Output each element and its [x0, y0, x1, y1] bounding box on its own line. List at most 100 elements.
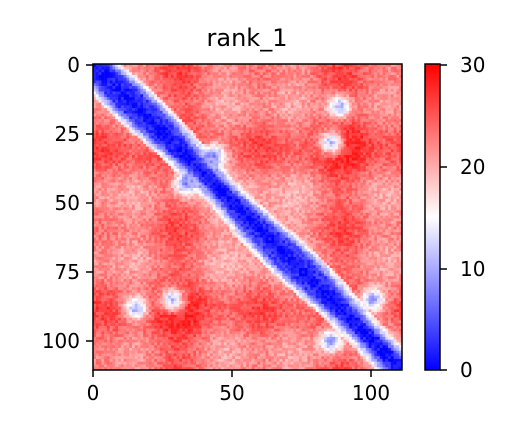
heatmap-cell: [168, 163, 172, 167]
heatmap-cell: [321, 179, 325, 183]
heatmap-cell: [393, 105, 397, 109]
heatmap-cell: [257, 105, 261, 109]
heatmap-cell: [221, 185, 225, 189]
heatmap-cell: [371, 160, 375, 164]
heatmap-cell: [251, 141, 255, 145]
heatmap-cell: [98, 138, 102, 142]
heatmap-cell: [326, 135, 330, 139]
heatmap-cell: [182, 179, 186, 183]
heatmap-cell: [318, 97, 322, 101]
heatmap-cell: [312, 182, 316, 186]
heatmap-cell: [123, 121, 127, 125]
heatmap-cell: [321, 72, 325, 76]
heatmap-cell: [287, 160, 291, 164]
heatmap-cell: [379, 171, 383, 175]
heatmap-cell: [148, 141, 152, 145]
heatmap-cell: [226, 64, 230, 68]
heatmap-cell: [399, 121, 403, 125]
heatmap-cell: [299, 110, 303, 114]
heatmap-cell: [232, 157, 236, 161]
heatmap-cell: [268, 160, 272, 164]
heatmap-cell: [179, 127, 183, 131]
heatmap-cell: [226, 105, 230, 109]
heatmap-cell: [360, 163, 364, 167]
heatmap-cell: [137, 168, 141, 172]
heatmap-cell: [93, 64, 97, 68]
heatmap-cell: [95, 185, 99, 189]
heatmap-cell: [140, 171, 144, 175]
heatmap-cell: [343, 113, 347, 117]
heatmap-cell: [145, 179, 149, 183]
heatmap-cell: [143, 116, 147, 120]
heatmap-cell: [287, 77, 291, 81]
heatmap-cell: [234, 75, 238, 79]
heatmap-cell: [285, 127, 289, 131]
heatmap-cell: [187, 119, 191, 123]
heatmap-cell: [296, 182, 300, 186]
heatmap-cell: [290, 91, 294, 95]
heatmap-cell: [204, 146, 208, 150]
heatmap-cell: [234, 91, 238, 95]
heatmap-cell: [273, 179, 277, 183]
heatmap-cell: [296, 135, 300, 139]
heatmap-cell: [360, 75, 364, 79]
heatmap-cell: [399, 113, 403, 117]
heatmap-cell: [276, 124, 280, 128]
heatmap-cell: [376, 171, 380, 175]
heatmap-cell: [346, 110, 350, 114]
heatmap-cell: [265, 171, 269, 175]
heatmap-cell: [193, 105, 197, 109]
heatmap-cell: [382, 108, 386, 112]
heatmap-cell: [324, 86, 328, 90]
heatmap-cell: [126, 119, 130, 123]
heatmap-cell: [376, 110, 380, 114]
heatmap-cell: [340, 163, 344, 167]
heatmap-cell: [215, 146, 219, 150]
heatmap-cell: [118, 86, 122, 90]
heatmap-cell: [299, 132, 303, 136]
heatmap-cell: [271, 185, 275, 189]
heatmap-cell: [332, 138, 336, 142]
heatmap-cell: [201, 69, 205, 73]
heatmap-cell: [134, 83, 138, 87]
heatmap-cell: [257, 64, 261, 68]
heatmap-cell: [93, 86, 97, 90]
heatmap-cell: [173, 168, 177, 172]
heatmap-cell: [337, 127, 341, 131]
heatmap-cell: [273, 146, 277, 150]
heatmap-cell: [271, 160, 275, 164]
heatmap-cell: [148, 143, 152, 147]
heatmap-cell: [196, 116, 200, 120]
heatmap-cell: [201, 160, 205, 164]
heatmap-cell: [137, 135, 141, 139]
heatmap-cell: [93, 97, 97, 101]
heatmap-cell: [104, 102, 108, 106]
heatmap-cell: [332, 75, 336, 79]
heatmap-cell: [332, 86, 336, 90]
heatmap-cell: [248, 143, 252, 147]
heatmap-cell: [276, 97, 280, 101]
heatmap-cell: [301, 146, 305, 150]
heatmap-cell: [187, 146, 191, 150]
heatmap-cell: [118, 69, 122, 73]
heatmap-cell: [162, 163, 166, 167]
heatmap-cell: [243, 77, 247, 81]
heatmap-cell: [229, 86, 233, 90]
heatmap-cell: [198, 166, 202, 170]
heatmap-cell: [212, 132, 216, 136]
heatmap-cell: [215, 127, 219, 131]
heatmap-cell: [326, 88, 330, 92]
heatmap-cell: [329, 182, 333, 186]
heatmap-cell: [360, 66, 364, 70]
heatmap-cell: [112, 102, 116, 106]
heatmap-cell: [207, 130, 211, 134]
heatmap-cell: [318, 64, 322, 68]
heatmap-cell: [293, 94, 297, 98]
heatmap-cell: [115, 182, 119, 186]
heatmap-cell: [134, 182, 138, 186]
heatmap-cell: [349, 91, 353, 95]
heatmap-cell: [162, 152, 166, 156]
heatmap-cell: [165, 160, 169, 164]
heatmap-cell: [196, 121, 200, 125]
heatmap-cell: [374, 102, 378, 106]
